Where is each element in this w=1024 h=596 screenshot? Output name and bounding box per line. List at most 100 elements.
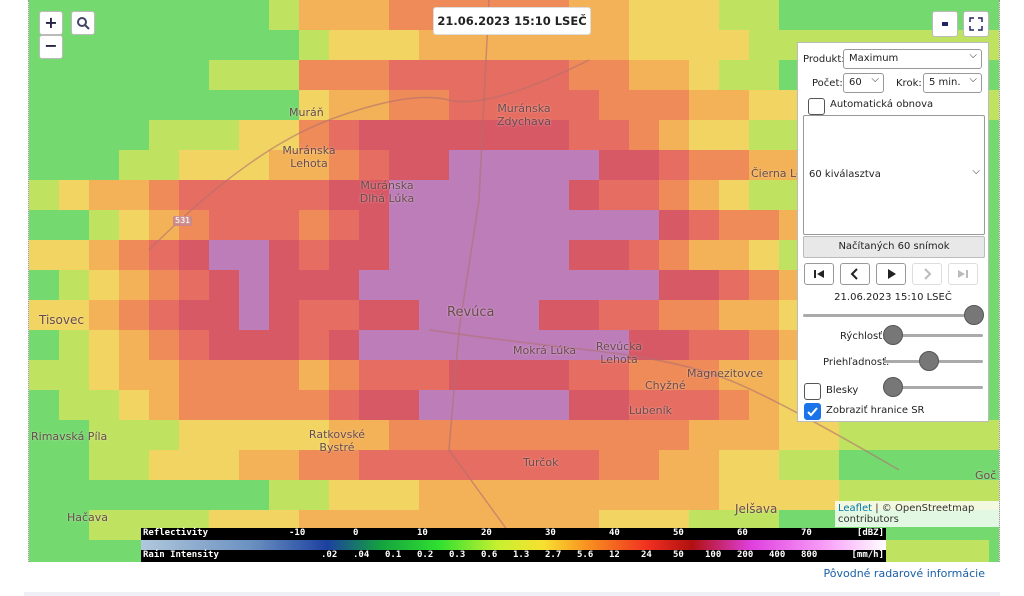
auto-refresh-checkbox[interactable] <box>808 98 825 115</box>
radar-cell <box>29 360 59 390</box>
original-link[interactable]: Pôvodné radarové informácie <box>823 567 986 580</box>
radar-cell <box>119 150 149 180</box>
radar-cell <box>329 240 359 270</box>
radar-cell <box>689 30 719 60</box>
count-select[interactable]: 60 <box>843 71 884 93</box>
radar-cell <box>479 180 509 210</box>
radar-cell <box>569 120 599 150</box>
radar-cell <box>269 360 299 390</box>
radar-cell <box>149 390 179 420</box>
product-select[interactable]: Maximum <box>843 47 982 69</box>
last-button[interactable] <box>948 263 978 285</box>
radar-cell <box>719 240 749 270</box>
time-slider[interactable] <box>803 314 983 317</box>
slider-knob[interactable] <box>919 351 939 371</box>
legend-tick: 0.2 <box>417 550 434 560</box>
radar-cell <box>179 480 209 510</box>
radar-cell <box>779 480 809 510</box>
radar-cell <box>599 180 629 210</box>
radar-cell <box>749 180 779 210</box>
borders-checkbox[interactable] <box>804 403 821 420</box>
radar-cell <box>269 420 299 450</box>
radar-cell <box>599 270 629 300</box>
radar-cell <box>209 480 239 510</box>
lightning-slider[interactable] <box>883 386 983 389</box>
radar-cell <box>59 60 89 90</box>
radar-cell <box>659 240 689 270</box>
radar-cell <box>539 450 569 480</box>
page-bottom <box>24 592 1000 596</box>
radar-cell <box>539 60 569 90</box>
radar-cell <box>629 180 659 210</box>
check-icon <box>807 407 818 417</box>
radar-cell <box>659 0 689 30</box>
zoom-in[interactable]: + <box>39 11 63 35</box>
radar-cell <box>299 330 329 360</box>
radar-cell <box>89 30 119 60</box>
radar-cell <box>59 480 89 510</box>
radar-cell <box>659 480 689 510</box>
radar-cell <box>89 150 119 180</box>
radar-cell <box>269 300 299 330</box>
speed-slider[interactable] <box>883 334 983 337</box>
icon <box>814 270 824 278</box>
prev-button[interactable] <box>840 263 870 285</box>
loaded-button[interactable]: Načítaných 60 snímok <box>803 236 985 258</box>
layers-button[interactable] <box>932 11 958 37</box>
fullscreen-button[interactable] <box>963 11 989 37</box>
next-button[interactable] <box>912 263 942 285</box>
radar-cell <box>749 480 779 510</box>
search-button[interactable] <box>71 11 95 35</box>
radar-cell <box>599 60 629 90</box>
place-label: Revúca <box>447 305 495 320</box>
radar-cell <box>29 480 59 510</box>
legend-tick: 0.1 <box>385 550 402 560</box>
first-button[interactable] <box>804 263 834 285</box>
zoom-out[interactable]: − <box>39 35 63 59</box>
radar-cell <box>659 330 689 360</box>
radar-cell <box>59 150 89 180</box>
radar-cell <box>239 360 269 390</box>
legend-tick: 50 <box>673 550 684 560</box>
radar-cell <box>119 240 149 270</box>
radar-cell <box>299 120 329 150</box>
lightning-checkbox[interactable] <box>804 383 821 400</box>
radar-cell <box>419 450 449 480</box>
radar-cell <box>359 270 389 300</box>
step-select[interactable]: 5 min. <box>923 71 982 93</box>
slider-knob[interactable] <box>883 377 903 397</box>
radar-cell <box>119 180 149 210</box>
radar-cell <box>599 300 629 330</box>
radar-cell <box>569 330 599 360</box>
timestamp: 21.06.2023 15:10 LSEČ <box>433 7 591 35</box>
frames-select[interactable]: 60 kiválasztva <box>803 113 985 235</box>
radar-cell <box>89 90 119 120</box>
radar-cell <box>899 450 929 480</box>
radar-cell <box>479 450 509 480</box>
radar-cell <box>359 0 389 30</box>
radar-cell <box>419 240 449 270</box>
radar-cell <box>359 120 389 150</box>
slider-knob[interactable] <box>883 325 903 345</box>
radar-cell <box>59 270 89 300</box>
radar-cell <box>659 150 689 180</box>
radar-cell <box>59 360 89 390</box>
slider-knob[interactable] <box>964 305 984 325</box>
radar-cell <box>689 420 719 450</box>
radar-cell <box>419 90 449 120</box>
icon <box>888 269 896 279</box>
radar-cell <box>449 420 479 450</box>
leaflet-link[interactable]: Leaflet <box>838 503 873 514</box>
radar-cell <box>839 450 869 480</box>
radar-cell <box>719 120 749 150</box>
legend-tick: 100 <box>705 550 722 560</box>
attribution: Leaflet | © OpenStreetmap contributors <box>835 501 999 527</box>
radar-cell <box>389 120 419 150</box>
radar-cell <box>629 90 659 120</box>
radar-cell <box>719 300 749 330</box>
radar-cell <box>539 300 569 330</box>
radar-cell <box>419 30 449 60</box>
radar-cell <box>509 360 539 390</box>
play-button[interactable] <box>876 263 906 285</box>
radar-cell <box>59 120 89 150</box>
